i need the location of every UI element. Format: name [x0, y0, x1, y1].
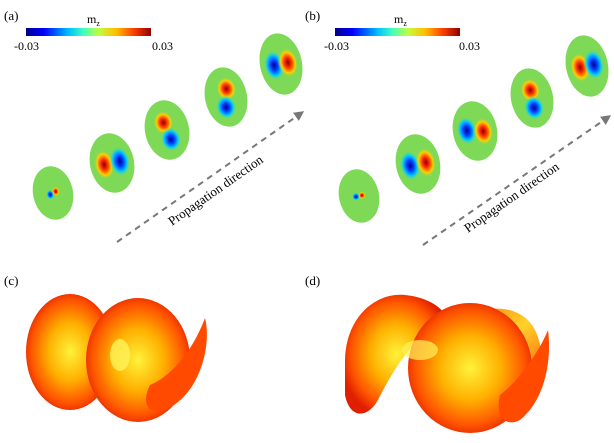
disks-a: [32, 33, 303, 220]
panel-d: (d): [305, 273, 550, 433]
helical-surface-c: [26, 294, 207, 422]
panel-c: (c): [4, 273, 207, 422]
colorbar-max-a: 0.03: [152, 39, 173, 53]
disk: [32, 166, 74, 220]
disks-b: [338, 35, 609, 223]
colorbar-title-b: mz: [394, 12, 407, 28]
disk: [144, 100, 190, 160]
propagation-arrow-b: [422, 115, 612, 246]
colorbar-scale-b: [335, 28, 460, 36]
disk: [259, 33, 303, 95]
colorbar-min-b: -0.03: [324, 39, 349, 53]
panel-label-a: (a): [4, 8, 18, 23]
colorbar-min-a: -0.03: [14, 39, 39, 53]
colorbar-max-b: 0.03: [459, 39, 480, 53]
colorbar-scale-a: [26, 28, 151, 36]
disk: [338, 169, 380, 223]
disk: [395, 134, 441, 194]
panel-label-d: (d): [305, 273, 320, 288]
disk: [204, 67, 248, 127]
colorbar-b: mz -0.03 0.03: [324, 12, 480, 53]
disk: [452, 101, 498, 161]
colorbar-title-a: mz: [87, 12, 100, 28]
helical-surface-d: [345, 294, 550, 433]
panel-label-c: (c): [4, 273, 18, 288]
propagation-label-a: Propagation direction: [165, 151, 266, 228]
disk: [510, 68, 554, 128]
disk: [565, 35, 609, 97]
propagation-arrow-a: [116, 111, 305, 243]
disk: [89, 133, 135, 193]
panel-label-b: (b): [305, 8, 320, 23]
panel-a: (a) mz -0.03 0.03: [4, 8, 305, 243]
propagation-label-b: Propagation direction: [461, 158, 562, 235]
colorbar-a: mz -0.03 0.03: [14, 12, 173, 53]
panel-b: (b) mz -0.03 0.03: [305, 8, 612, 246]
